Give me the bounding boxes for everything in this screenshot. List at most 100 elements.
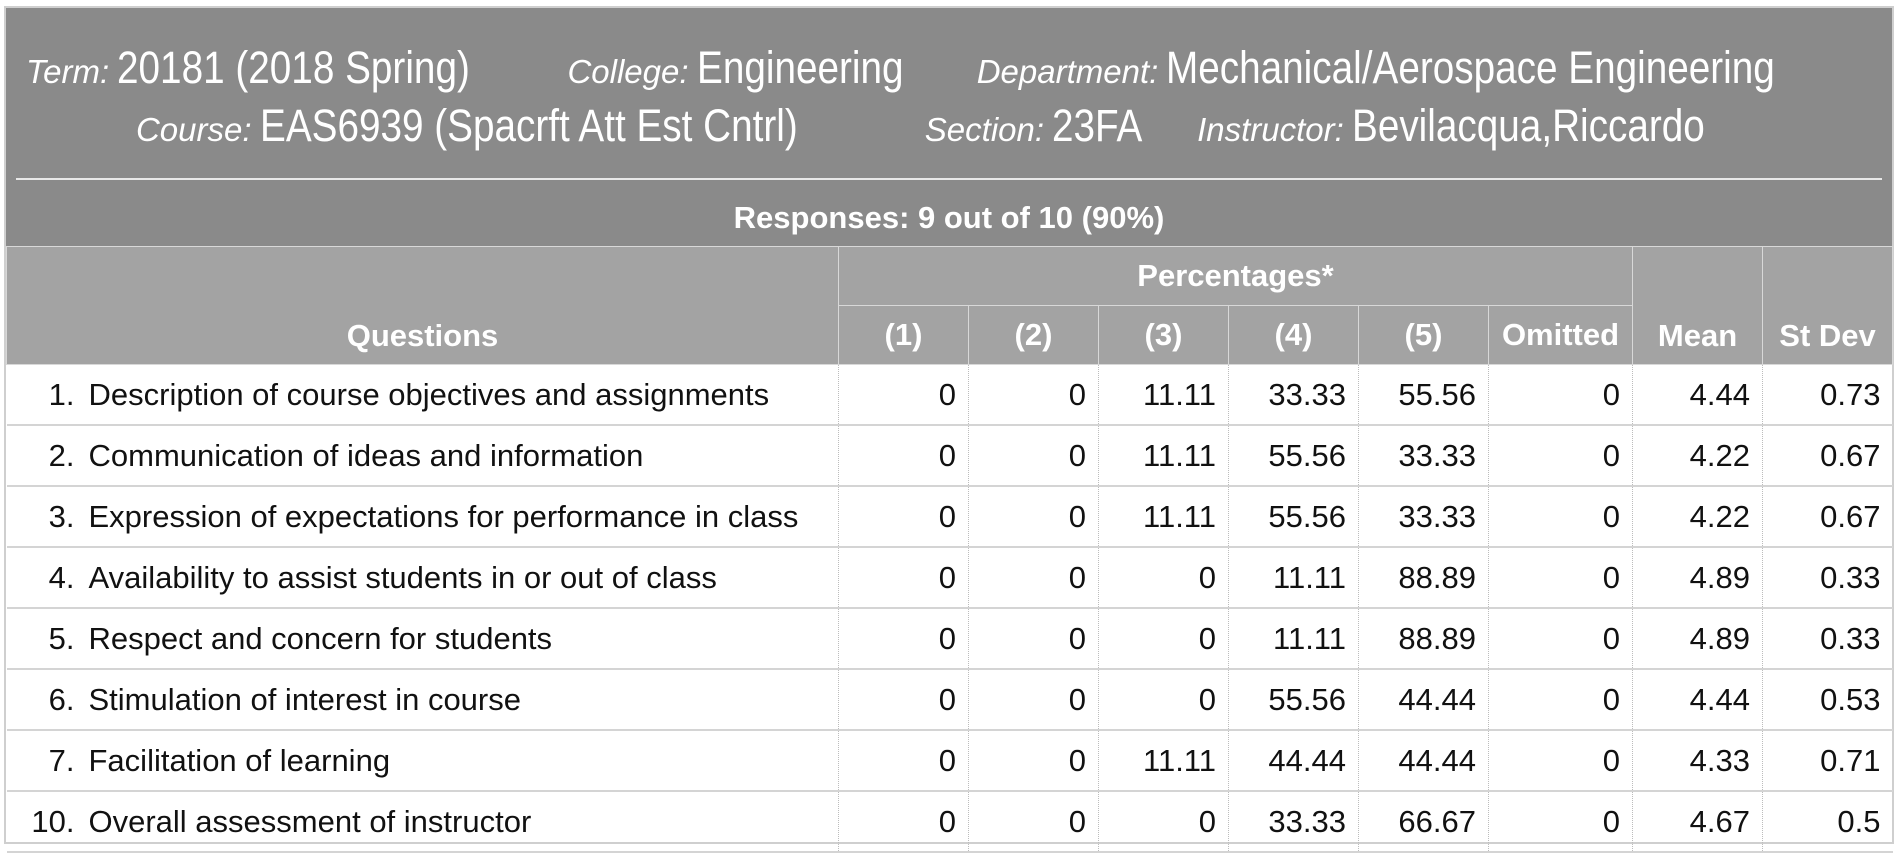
question-number: 4. xyxy=(48,559,75,595)
question-cell: 2. Communication of ideas and information xyxy=(6,425,839,487)
percent-3-cell: 0 xyxy=(1098,608,1229,670)
question-text: Availability to assist students in or ou… xyxy=(88,559,717,595)
mean-cell: 4.67 xyxy=(1632,791,1763,853)
percent-3-cell: 0 xyxy=(1098,791,1229,853)
question-number: 5. xyxy=(48,620,75,656)
mean-cell: 4.44 xyxy=(1632,364,1763,426)
question-text: Description of course objectives and ass… xyxy=(88,376,770,412)
percent-1-cell: 0 xyxy=(838,608,969,670)
percent-4-cell: 33.33 xyxy=(1228,364,1359,426)
percent-2-cell: 0 xyxy=(968,730,1099,792)
percent-4-cell: 11.11 xyxy=(1228,608,1359,670)
mean-header: Mean xyxy=(1632,246,1764,365)
percent-1-cell: 0 xyxy=(838,730,969,792)
question-number: 7. xyxy=(48,742,75,778)
question-cell: 10. Overall assessment of instructor xyxy=(6,791,839,853)
percent-3-cell: 11.11 xyxy=(1098,425,1229,487)
responses-summary: Responses: 9 out of 10 (90%) xyxy=(733,200,1165,235)
header-line-2: Course: EAS6939 (Spacrft Att Est Cntrl) Se… xyxy=(6,100,1892,170)
percent-3-cell: 0 xyxy=(1098,547,1229,609)
term-label: Term: xyxy=(26,53,110,90)
column-header-2: (2) xyxy=(968,305,1099,365)
department-value: Mechanical/Aerospace Engineering xyxy=(1166,42,1776,93)
percent-2-cell: 0 xyxy=(968,486,1099,548)
stdev-cell: 0.53 xyxy=(1762,669,1893,731)
percent-2-cell: 0 xyxy=(968,547,1099,609)
table-row: 4. Availability to assist students in or … xyxy=(6,547,1893,609)
college-label: College: xyxy=(567,53,689,90)
question-number: 1. xyxy=(48,376,75,412)
stdev-cell: 0.33 xyxy=(1762,547,1893,609)
college-info: College: Engineering xyxy=(567,42,936,94)
question-cell: 6. Stimulation of interest in course xyxy=(6,669,839,731)
omitted-cell: 0 xyxy=(1487,669,1633,731)
percent-5-cell: 66.67 xyxy=(1358,791,1489,853)
question-number: 3. xyxy=(48,498,75,534)
mean-cell: 4.33 xyxy=(1632,730,1763,792)
questions-header: Questions xyxy=(6,246,839,365)
question-cell: 3. Expression of expectations for perform… xyxy=(6,486,839,548)
table-row: 3. Expression of expectations for perform… xyxy=(6,486,1893,548)
percent-5-cell: 88.89 xyxy=(1358,608,1489,670)
column-header-4: (4) xyxy=(1228,305,1359,365)
stdev-cell: 0.67 xyxy=(1762,425,1893,487)
term-info: Term: 20181 (2018 Spring) xyxy=(26,42,527,94)
header-line-1: Term: 20181 (2018 Spring) College: Engineer… xyxy=(6,8,1892,100)
percent-3-cell: 0 xyxy=(1098,669,1229,731)
section-label: Section: xyxy=(924,111,1045,148)
omitted-cell: 0 xyxy=(1487,425,1633,487)
question-cell: 7. Facilitation of learning xyxy=(6,730,839,792)
percent-4-cell: 55.56 xyxy=(1228,425,1359,487)
table-row: 7. Facilitation of learning 0 0 11.11 44.… xyxy=(6,730,1893,792)
percent-2-cell: 0 xyxy=(968,364,1099,426)
mean-cell: 4.22 xyxy=(1632,486,1763,548)
percent-5-cell: 55.56 xyxy=(1358,364,1489,426)
percent-5-cell: 44.44 xyxy=(1358,669,1489,731)
question-text: Overall assessment of instructor xyxy=(88,803,532,839)
table-header-row-2: (1) (2) (3) (4) (5) Omitted xyxy=(7,305,1893,365)
mean-cell: 4.44 xyxy=(1632,669,1763,731)
percent-4-cell: 55.56 xyxy=(1228,669,1359,731)
table-row: 6. Stimulation of interest in course 0 0 … xyxy=(6,669,1893,731)
question-text: Stimulation of interest in course xyxy=(88,681,522,717)
percent-4-cell: 44.44 xyxy=(1228,730,1359,792)
percent-2-cell: 0 xyxy=(968,425,1099,487)
question-text: Communication of ideas and information xyxy=(88,437,644,473)
percent-2-cell: 0 xyxy=(968,669,1099,731)
question-number: 6. xyxy=(48,681,75,717)
evaluation-report: Term: 20181 (2018 Spring) College: Engineer… xyxy=(4,6,1894,853)
percent-1-cell: 0 xyxy=(838,425,969,487)
stdev-cell: 0.71 xyxy=(1762,730,1893,792)
percent-5-cell: 33.33 xyxy=(1358,425,1489,487)
percent-5-cell: 33.33 xyxy=(1358,486,1489,548)
stdev-cell: 0.5 xyxy=(1762,791,1893,853)
mean-cell: 4.89 xyxy=(1632,608,1763,670)
stdev-cell: 0.73 xyxy=(1762,364,1893,426)
column-header-5: (5) xyxy=(1358,305,1489,365)
course-label: Course: xyxy=(135,111,252,148)
percent-2-cell: 0 xyxy=(968,791,1099,853)
report-header: Term: 20181 (2018 Spring) College: Engineer… xyxy=(6,8,1892,246)
question-text: Respect and concern for students xyxy=(88,620,553,656)
percent-4-cell: 55.56 xyxy=(1228,486,1359,548)
college-value: Engineering xyxy=(696,42,904,93)
omitted-cell: 0 xyxy=(1487,608,1633,670)
section-value: 23FA xyxy=(1052,100,1143,151)
omitted-cell: 0 xyxy=(1487,486,1633,548)
question-text: Expression of expectations for performan… xyxy=(88,498,799,534)
percent-4-cell: 11.11 xyxy=(1228,547,1359,609)
mean-cell: 4.22 xyxy=(1632,425,1763,487)
table-header-row-1: Questions Percentages* Mean St Dev xyxy=(6,246,1894,365)
omitted-cell: 0 xyxy=(1487,791,1633,853)
instructor-value: Bevilacqua,Riccardo xyxy=(1351,100,1705,151)
stdev-cell: 0.33 xyxy=(1762,608,1893,670)
percent-1-cell: 0 xyxy=(838,669,969,731)
percent-3-cell: 11.11 xyxy=(1098,364,1229,426)
percent-5-cell: 44.44 xyxy=(1358,730,1489,792)
table-row: 5. Respect and concern for students 0 0 0… xyxy=(6,608,1893,670)
table-row: 1. Description of course objectives and a… xyxy=(6,364,1893,426)
question-cell: 4. Availability to assist students in or … xyxy=(6,547,839,609)
stdev-cell: 0.67 xyxy=(1762,486,1893,548)
instructor-info: Instructor: Bevilacqua,Riccardo xyxy=(1197,100,1762,152)
term-value: 20181 (2018 Spring) xyxy=(117,42,470,93)
